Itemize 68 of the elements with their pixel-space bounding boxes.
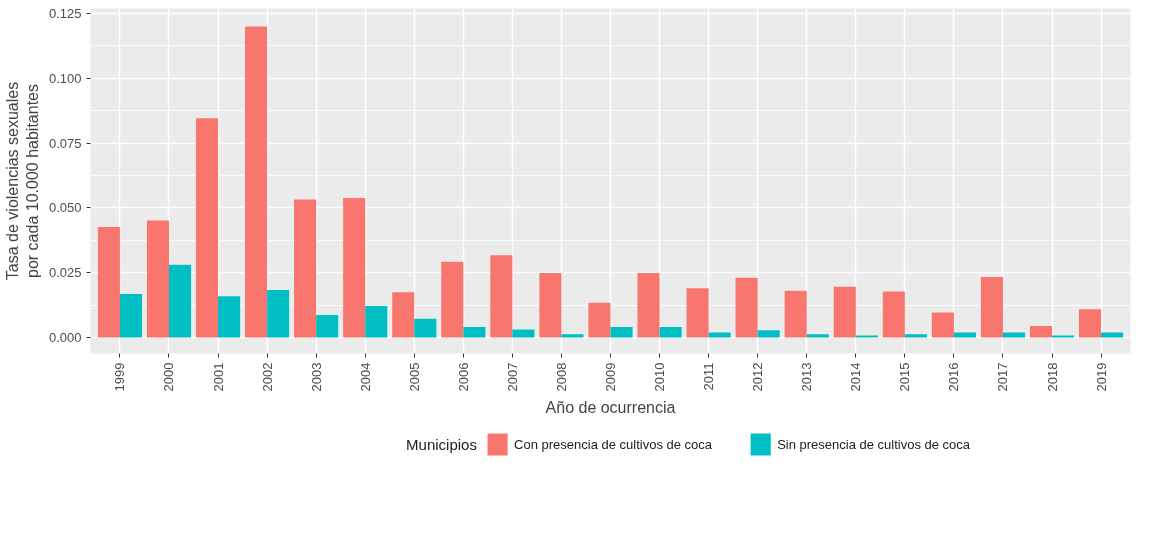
y-axis-title: Tasa de violencias sexuales por cada 10.000 habitantes xyxy=(3,81,41,281)
legend-label: Con presencia de cultivos de coca xyxy=(514,437,713,452)
x-tick-label: 2014 xyxy=(848,362,864,392)
x-tick-label: 2018 xyxy=(1044,362,1060,392)
bar xyxy=(1029,326,1053,338)
x-tick-label: 2000 xyxy=(161,362,177,392)
bar xyxy=(365,306,388,338)
x-tick-label: 2013 xyxy=(799,362,815,392)
bar xyxy=(146,220,169,338)
bar xyxy=(343,197,366,338)
x-tick-label: 2001 xyxy=(210,362,226,392)
bar xyxy=(806,334,829,338)
bar xyxy=(735,277,758,338)
bar xyxy=(512,329,535,338)
bar xyxy=(637,272,660,338)
bar xyxy=(490,255,513,338)
bar xyxy=(561,334,584,338)
y-tick-label: 0.100 xyxy=(48,70,82,86)
bar xyxy=(267,290,290,338)
bar xyxy=(119,293,143,338)
y-tick-label: 0.075 xyxy=(48,135,82,151)
legend-title: Municipios xyxy=(406,436,477,453)
bar xyxy=(659,327,682,338)
bar xyxy=(316,314,339,338)
bar xyxy=(441,261,464,338)
x-tick-label: 2015 xyxy=(897,362,913,392)
x-tick-label: 2017 xyxy=(995,362,1011,392)
bar xyxy=(610,327,633,338)
bar xyxy=(980,277,1003,338)
bar xyxy=(463,327,486,338)
bar xyxy=(784,290,807,338)
x-tick-label: 1999 xyxy=(112,362,128,392)
bar xyxy=(414,318,437,338)
bar xyxy=(882,291,905,338)
x-axis-title: Año de ocurrencia xyxy=(545,399,676,417)
bar xyxy=(168,264,192,338)
y-tick-label: 0.025 xyxy=(48,265,82,281)
bar xyxy=(931,312,954,338)
bar xyxy=(539,272,562,338)
x-tick-label: 2009 xyxy=(603,362,618,392)
x-tick-label: 2007 xyxy=(504,362,520,392)
x-tick-label: 2008 xyxy=(553,362,569,392)
x-tick-label: 2003 xyxy=(308,362,324,392)
x-tick-label: 2016 xyxy=(946,362,962,392)
bar xyxy=(686,288,709,338)
bar xyxy=(294,199,317,338)
bar xyxy=(218,296,241,338)
bar xyxy=(392,292,415,338)
x-tick-label: 2012 xyxy=(750,362,766,392)
bar xyxy=(757,330,780,338)
y-tick-label: 0.050 xyxy=(48,200,82,216)
x-tick-label: 2006 xyxy=(455,362,471,392)
bar xyxy=(904,334,927,338)
y-tick-label: 0.000 xyxy=(48,329,82,345)
x-tick-label: 2004 xyxy=(357,362,373,392)
bar xyxy=(245,26,268,338)
bar xyxy=(97,227,120,338)
bar xyxy=(588,302,611,338)
x-tick-label: 2011 xyxy=(701,362,717,391)
bar xyxy=(1078,309,1102,338)
x-tick-label: 2019 xyxy=(1093,362,1109,392)
bar xyxy=(195,118,219,338)
x-tick-label: 2002 xyxy=(259,362,275,392)
bar xyxy=(833,286,856,338)
y-tick-label: 0.125 xyxy=(48,5,82,21)
x-tick-label: 2010 xyxy=(652,362,668,392)
x-tick-label: 2005 xyxy=(406,362,422,392)
legend-label: Sin presencia de cultivos de coca xyxy=(777,437,971,452)
